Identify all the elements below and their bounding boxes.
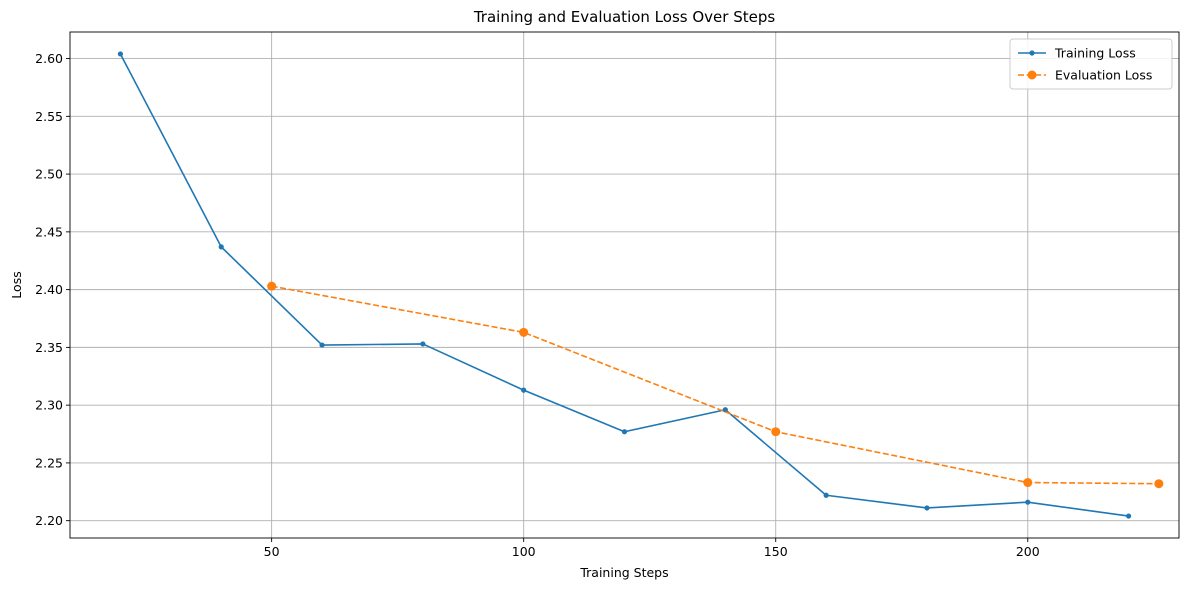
training-point <box>1025 499 1031 505</box>
y-tick-label: 2.45 <box>35 224 63 239</box>
training-point <box>924 505 930 511</box>
y-tick-label: 2.30 <box>35 398 63 413</box>
y-tick-label: 2.40 <box>35 282 63 297</box>
grid-layer <box>70 32 1179 538</box>
legend-marker-training <box>1029 50 1035 56</box>
training-point <box>1125 513 1132 519</box>
y-tick-label: 2.60 <box>35 51 63 66</box>
training-point <box>319 342 325 348</box>
y-axis-label: Loss <box>9 271 24 298</box>
y-tick-label: 2.20 <box>35 513 63 528</box>
training-point <box>621 429 628 435</box>
training-point <box>420 341 426 347</box>
legend-box <box>1009 38 1173 90</box>
legend-label-training: Training Loss <box>1054 46 1136 61</box>
legend: Training Loss Evaluation Loss <box>1009 38 1173 90</box>
evaluation-point <box>771 427 781 437</box>
y-tick-label: 2.55 <box>35 109 63 124</box>
chart-title: Training and Evaluation Loss Over Steps <box>473 8 776 26</box>
evaluation-point <box>1023 478 1033 488</box>
training-point <box>117 51 124 57</box>
y-tick-label: 2.35 <box>35 340 63 355</box>
training-point <box>722 407 728 413</box>
series-layer <box>117 51 1164 519</box>
plot-frame <box>69 31 1180 539</box>
ticks-layer: 50 100 150 200 2.20 2.25 2.30 2.35 2.40 2.45 2.50 2… <box>35 51 1040 559</box>
x-axis-label: Training Steps <box>579 565 668 580</box>
x-tick-label: 200 <box>1016 544 1040 559</box>
x-tick-label: 150 <box>764 544 788 559</box>
training-point <box>218 244 224 250</box>
training-point <box>823 492 829 498</box>
x-tick-label: 100 <box>512 544 536 559</box>
legend-marker-evaluation <box>1027 70 1037 80</box>
legend-label-evaluation: Evaluation Loss <box>1055 68 1152 83</box>
evaluation-point <box>1154 479 1164 489</box>
training-point <box>521 387 527 393</box>
y-tick-label: 2.50 <box>35 167 63 182</box>
evaluation-point <box>267 281 277 291</box>
evaluation-point <box>519 327 529 337</box>
x-tick-label: 50 <box>264 544 280 559</box>
y-tick-label: 2.25 <box>35 455 63 470</box>
